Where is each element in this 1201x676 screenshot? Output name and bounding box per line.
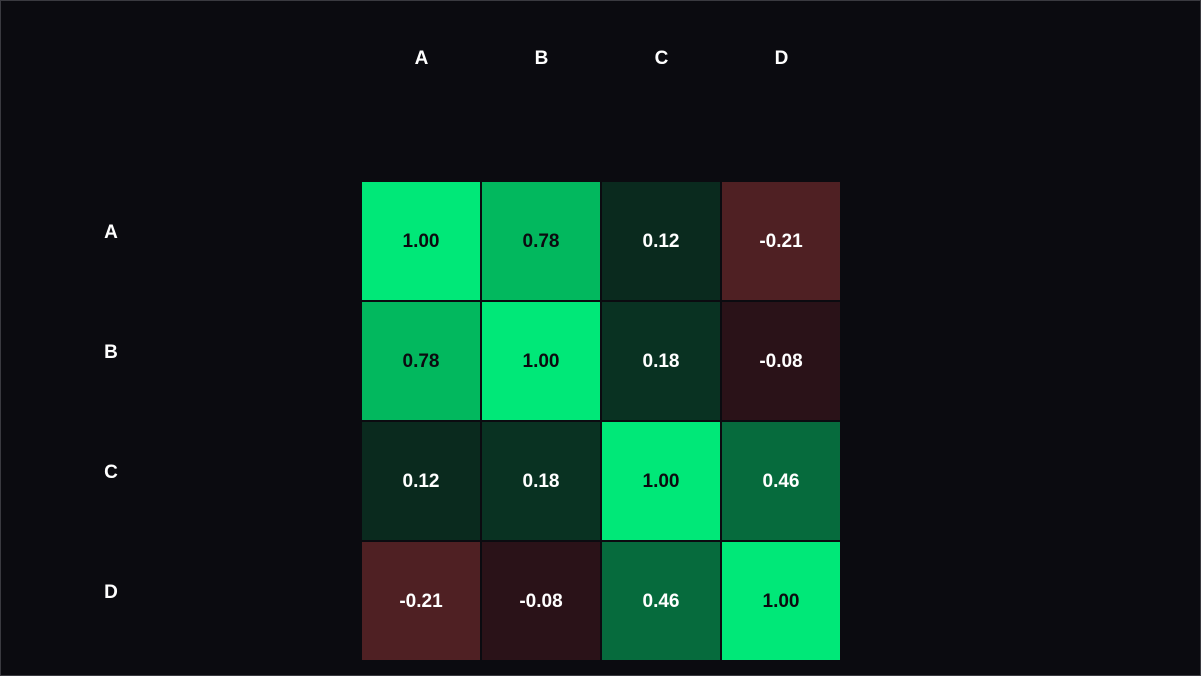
cell: [482, 302, 600, 420]
cell-label: 1.00: [403, 231, 440, 252]
cell: [602, 542, 720, 660]
row-label: B: [104, 342, 118, 363]
row-label: D: [104, 582, 118, 603]
cell: [362, 422, 480, 540]
cell: [482, 542, 600, 660]
column-label: C: [655, 48, 669, 69]
cell: [722, 542, 840, 660]
column-label: D: [775, 48, 789, 69]
cell-label: 0.78: [523, 231, 560, 252]
cell-label: -0.21: [399, 591, 443, 612]
cell: [602, 302, 720, 420]
cell-label: -0.08: [519, 591, 562, 612]
cell-label: 1.00: [763, 591, 800, 612]
cell: [722, 302, 840, 420]
cell: [482, 422, 600, 540]
cell: [722, 182, 840, 300]
cell-label: 1.00: [643, 471, 680, 492]
cell: [362, 542, 480, 660]
cell-label: 0.12: [643, 231, 680, 252]
cell-label: 1.00: [523, 351, 560, 372]
cell: [722, 422, 840, 540]
cell-label: 0.46: [763, 471, 800, 492]
cell: [362, 182, 480, 300]
row-label: A: [104, 222, 118, 243]
column-label: B: [535, 48, 549, 69]
cell: [602, 182, 720, 300]
row-label: C: [104, 462, 118, 483]
cell: [602, 422, 720, 540]
cell-label: 0.18: [523, 471, 560, 492]
cell-label: -0.08: [759, 351, 802, 372]
cell: [362, 302, 480, 420]
column-label: A: [415, 48, 429, 69]
cell-label: 0.78: [403, 351, 440, 372]
cell-label: 0.18: [643, 351, 680, 372]
cell: [482, 182, 600, 300]
cell-label: 0.46: [643, 591, 680, 612]
cell-label: 0.12: [403, 471, 440, 492]
cell-label: -0.21: [759, 231, 803, 252]
